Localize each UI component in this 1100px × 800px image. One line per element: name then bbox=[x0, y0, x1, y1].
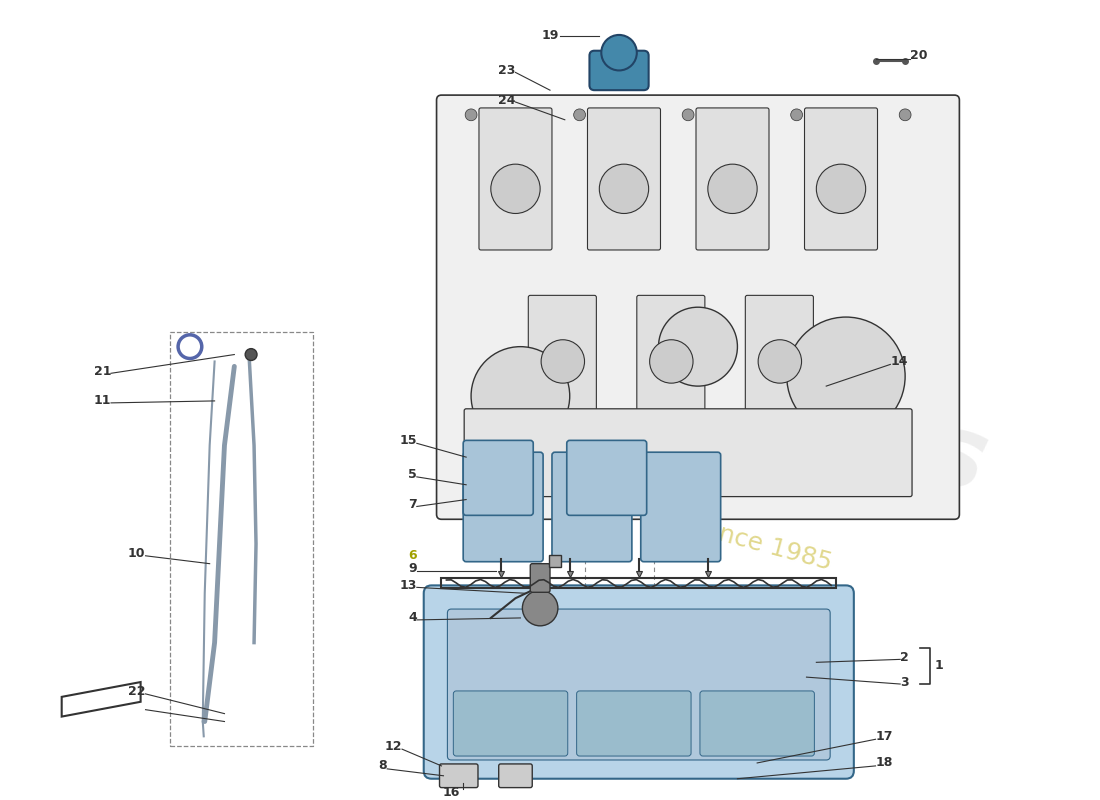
FancyBboxPatch shape bbox=[463, 452, 543, 562]
FancyBboxPatch shape bbox=[804, 108, 878, 250]
FancyBboxPatch shape bbox=[528, 295, 596, 418]
Circle shape bbox=[899, 109, 911, 121]
Circle shape bbox=[491, 164, 540, 214]
Circle shape bbox=[816, 164, 866, 214]
FancyBboxPatch shape bbox=[566, 440, 647, 515]
Circle shape bbox=[659, 307, 737, 386]
Text: 13: 13 bbox=[399, 579, 417, 592]
Circle shape bbox=[541, 340, 584, 383]
FancyBboxPatch shape bbox=[552, 452, 631, 562]
FancyBboxPatch shape bbox=[696, 108, 769, 250]
Text: 3: 3 bbox=[900, 675, 909, 689]
Circle shape bbox=[602, 35, 637, 70]
Text: 5: 5 bbox=[408, 468, 417, 482]
Text: 1: 1 bbox=[935, 658, 944, 672]
Text: 20: 20 bbox=[910, 49, 927, 62]
FancyBboxPatch shape bbox=[746, 295, 813, 418]
Text: 8: 8 bbox=[378, 759, 387, 773]
Circle shape bbox=[574, 109, 585, 121]
FancyBboxPatch shape bbox=[587, 108, 660, 250]
Text: 17: 17 bbox=[876, 730, 893, 743]
FancyBboxPatch shape bbox=[448, 609, 830, 760]
FancyBboxPatch shape bbox=[437, 95, 959, 519]
Circle shape bbox=[791, 109, 803, 121]
Text: 10: 10 bbox=[128, 547, 145, 560]
Text: 24: 24 bbox=[498, 94, 516, 106]
FancyBboxPatch shape bbox=[453, 691, 568, 756]
Circle shape bbox=[245, 349, 257, 361]
Text: 16: 16 bbox=[442, 786, 460, 799]
Circle shape bbox=[758, 340, 802, 383]
Text: a passion for parts since 1985: a passion for parts since 1985 bbox=[463, 454, 835, 575]
Circle shape bbox=[786, 317, 905, 435]
Text: europarts: europarts bbox=[438, 278, 998, 514]
Text: 2: 2 bbox=[900, 651, 909, 664]
Text: 7: 7 bbox=[408, 498, 417, 511]
Text: 23: 23 bbox=[498, 64, 516, 77]
Circle shape bbox=[682, 109, 694, 121]
Text: 22: 22 bbox=[128, 686, 145, 698]
Text: 19: 19 bbox=[541, 30, 559, 42]
Circle shape bbox=[650, 340, 693, 383]
FancyBboxPatch shape bbox=[498, 764, 532, 788]
Text: 21: 21 bbox=[94, 365, 111, 378]
FancyBboxPatch shape bbox=[641, 452, 720, 562]
FancyBboxPatch shape bbox=[424, 586, 854, 778]
Text: 9: 9 bbox=[408, 562, 417, 575]
FancyBboxPatch shape bbox=[478, 108, 552, 250]
Text: 18: 18 bbox=[876, 757, 893, 770]
FancyBboxPatch shape bbox=[530, 564, 550, 592]
FancyBboxPatch shape bbox=[700, 691, 814, 756]
FancyBboxPatch shape bbox=[576, 691, 691, 756]
Text: 4: 4 bbox=[408, 611, 417, 625]
Text: 14: 14 bbox=[890, 355, 908, 368]
Circle shape bbox=[471, 346, 570, 446]
Text: 15: 15 bbox=[399, 434, 417, 447]
Circle shape bbox=[522, 590, 558, 626]
FancyBboxPatch shape bbox=[637, 295, 705, 418]
Circle shape bbox=[707, 164, 757, 214]
Circle shape bbox=[600, 164, 649, 214]
Text: 12: 12 bbox=[385, 740, 402, 753]
FancyBboxPatch shape bbox=[590, 50, 649, 90]
FancyBboxPatch shape bbox=[464, 409, 912, 497]
FancyBboxPatch shape bbox=[463, 440, 534, 515]
Text: 6: 6 bbox=[408, 550, 417, 562]
Circle shape bbox=[465, 109, 477, 121]
Polygon shape bbox=[62, 682, 141, 717]
Text: 11: 11 bbox=[94, 394, 111, 407]
FancyBboxPatch shape bbox=[440, 764, 478, 788]
